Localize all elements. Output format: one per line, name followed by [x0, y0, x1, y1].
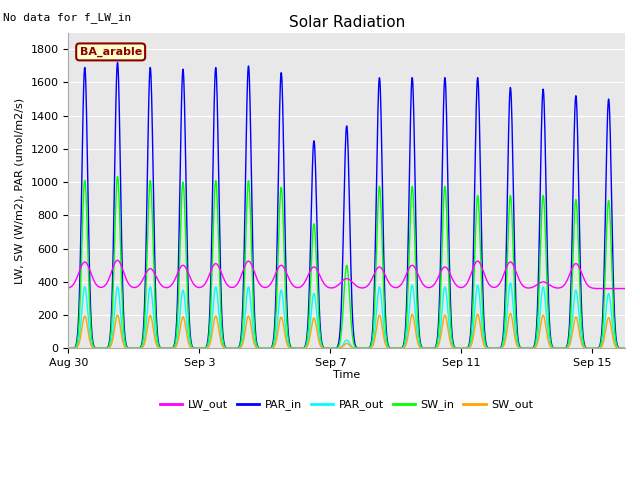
Text: No data for f_LW_in: No data for f_LW_in: [3, 12, 131, 23]
Y-axis label: LW, SW (W/m2), PAR (umol/m2/s): LW, SW (W/m2), PAR (umol/m2/s): [15, 97, 25, 284]
X-axis label: Time: Time: [333, 370, 360, 380]
Legend: LW_out, PAR_in, PAR_out, SW_in, SW_out: LW_out, PAR_in, PAR_out, SW_in, SW_out: [156, 395, 538, 415]
Title: Solar Radiation: Solar Radiation: [289, 15, 405, 30]
Text: BA_arable: BA_arable: [79, 47, 142, 57]
